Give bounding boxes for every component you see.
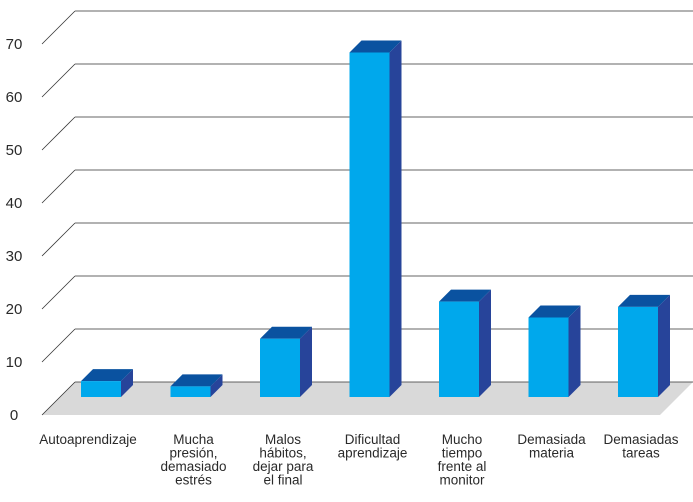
y-tick-label: 60 xyxy=(6,89,23,106)
bar-top-face xyxy=(528,305,581,318)
x-category-label: Mucho tiempo frente al monitor xyxy=(438,432,487,488)
bar xyxy=(349,40,402,397)
x-category-label: Mucha presión, demasiado estrés xyxy=(160,432,226,488)
y-tick-label: 70 xyxy=(6,36,23,53)
y-axis-ticks: 0 10 20 30 40 50 60 70 xyxy=(6,36,23,424)
y-tick-label: 0 xyxy=(10,407,18,424)
y-tick-label: 30 xyxy=(6,248,23,265)
x-axis-category-labels: Autoaprendizaje Mucha presión, demasiado est… xyxy=(39,432,679,488)
gridline-diagonal xyxy=(41,63,76,98)
y-tick-label: 10 xyxy=(6,354,23,371)
gridline-diagonal xyxy=(41,328,76,363)
x-category-label: Demasiada materia xyxy=(517,432,586,461)
bar-side-face xyxy=(479,289,491,397)
bar-side-face xyxy=(210,374,223,397)
bar xyxy=(170,374,223,397)
bar-front-face xyxy=(81,381,121,397)
bar xyxy=(260,326,312,397)
bar xyxy=(618,294,670,397)
chart-bars xyxy=(81,40,670,397)
bar-front-face xyxy=(528,317,569,397)
bar-top-face xyxy=(81,369,133,382)
gridline-diagonal xyxy=(41,169,76,204)
bar-front-face xyxy=(439,301,479,397)
bar-side-face xyxy=(658,294,670,397)
bar xyxy=(439,289,491,397)
bar-top-face xyxy=(170,374,223,387)
y-tick-label: 40 xyxy=(6,195,23,212)
x-category-label: Malos hábitos, dejar para el final xyxy=(253,432,314,488)
bar xyxy=(528,305,581,397)
bar-top-face xyxy=(260,326,312,339)
gridline-diagonal xyxy=(41,116,76,151)
bar-front-face xyxy=(349,52,390,397)
bar-top-face xyxy=(439,289,491,302)
bar-side-face xyxy=(568,305,581,397)
y-tick-label: 50 xyxy=(6,142,23,159)
bar-side-face xyxy=(389,40,402,397)
bar-top-face xyxy=(618,294,670,307)
x-category-label: Autoaprendizaje xyxy=(39,432,137,447)
y-tick-label: 20 xyxy=(6,301,23,318)
bar-side-face xyxy=(121,369,133,397)
x-category-label: Demasiadas tareas xyxy=(603,432,678,461)
gridline-diagonal xyxy=(41,10,76,45)
gridline-diagonal xyxy=(41,275,76,310)
gridline-diagonal xyxy=(41,222,76,257)
gridline-diagonal xyxy=(41,381,76,416)
bar-front-face xyxy=(618,306,658,397)
x-category-label: Dificultad aprendizaje xyxy=(338,432,408,461)
bar-side-face xyxy=(300,326,312,397)
bar-front-face xyxy=(260,338,300,397)
bar-front-face xyxy=(170,386,211,397)
bar-top-face xyxy=(349,40,402,53)
bar xyxy=(81,369,133,397)
